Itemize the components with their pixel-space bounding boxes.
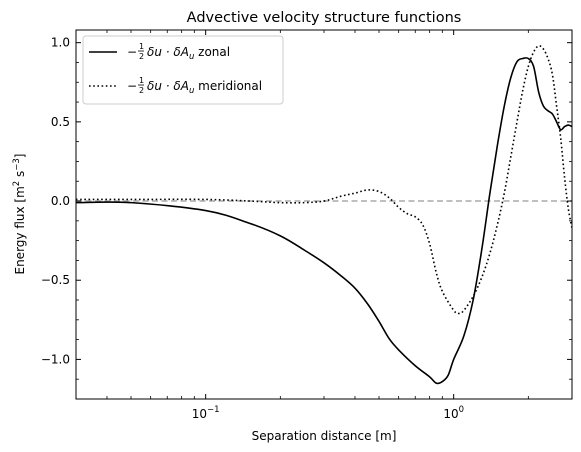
legend-frac-den-zonal: 2 [139,52,144,61]
y-axis-label: Energy flux [m2 s−3] [12,154,27,275]
legend: − 1 2 δu · δAu zonal − 1 2 δu · δAu meri… [83,36,283,104]
y-tick-label: 0.5 [51,115,70,129]
legend-frac-den-meridional: 2 [139,86,144,95]
y-tick-label: −0.5 [41,273,70,287]
legend-label-zonal: − [127,45,137,59]
x-axis-label: Separation distance [m] [252,429,397,443]
y-tick-label: 1.0 [51,36,70,50]
legend-label-meridional: − [127,79,137,93]
y-tick-label: −1.0 [41,352,70,366]
chart-title: Advective velocity structure functions [187,10,462,26]
y-tick-label: 0.0 [51,194,70,208]
legend-frac-num-meridional: 1 [139,76,144,85]
legend-frac-num-zonal: 1 [139,42,144,51]
